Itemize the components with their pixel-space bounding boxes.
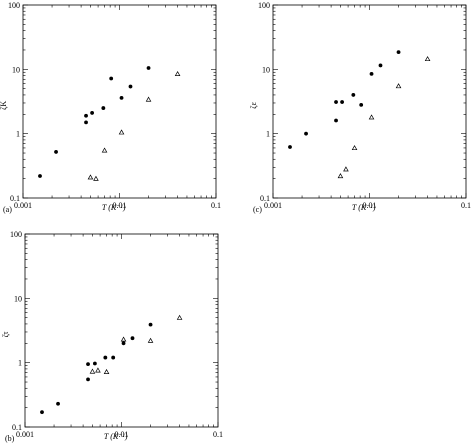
data-point-circle [86, 362, 90, 366]
data-point-triangle [343, 166, 349, 172]
data-point-triangle [337, 173, 344, 179]
data-point-circle [86, 377, 90, 382]
panel-label: (c) [253, 205, 262, 214]
data-point-circle [84, 113, 88, 118]
data-point-circle [109, 76, 114, 81]
y-tick-label: 1 [266, 130, 270, 139]
y-tick-label: 1 [16, 130, 20, 139]
data-point-triangle [145, 96, 152, 102]
data-point-triangle [395, 83, 402, 89]
data-point-circle [334, 118, 338, 123]
y-axis-label: ζτ [1, 331, 10, 338]
x-tick-label: 0.01 [113, 201, 127, 210]
data-point-triangle [103, 368, 110, 374]
y-tick-label: 100 [8, 1, 20, 10]
data-point-triangle [101, 147, 108, 153]
data-point-triangle [174, 70, 181, 76]
plot-frame [272, 4, 467, 199]
y-tick-label: 10 [14, 294, 22, 303]
data-point-circle [40, 410, 44, 415]
data-point-circle [38, 174, 42, 178]
data-point-circle [288, 145, 292, 149]
data-point-circle [90, 111, 94, 115]
y-tick-label: 10 [262, 65, 270, 74]
data-point-circle [334, 100, 338, 104]
data-point-triangle [95, 367, 101, 373]
y-tick-label: 10 [12, 65, 20, 74]
panel-label: (a) [3, 205, 12, 214]
chart-panel: 0.001 0.01 0.1 0.1 1 10 100 T (K⁻¹) ζτ (b) [1, 230, 223, 443]
y-axis-label: ζε [249, 101, 258, 108]
data-point-circle [304, 131, 308, 136]
data-point-triangle [147, 337, 154, 343]
data-point-triangle [424, 56, 431, 62]
data-point-circle [148, 322, 153, 327]
data-point-triangle [89, 368, 96, 374]
data-point-circle [101, 106, 106, 110]
y-tick-label: 100 [258, 1, 270, 10]
data-point-circle [128, 84, 133, 89]
x-axis-label: T (K⁻¹) [104, 432, 128, 441]
data-point-circle [378, 63, 383, 68]
y-tick-label: 100 [10, 230, 22, 239]
data-point-circle [111, 355, 116, 360]
data-point-triangle [368, 114, 375, 120]
data-point-circle [54, 150, 58, 154]
panel-label: (b) [5, 434, 15, 443]
data-point-circle [396, 50, 401, 55]
chart-panel: 0.001 0.01 0.1 0.1 1 10 100 T (K⁻¹) ζK (a) [0, 1, 221, 214]
data-point-circle [103, 355, 108, 360]
data-point-triangle [120, 336, 127, 342]
data-point-circle [369, 71, 374, 76]
x-tick-label: 0.01 [115, 430, 129, 439]
y-tick-label: 0.1 [12, 423, 22, 432]
data-point-circle [351, 93, 356, 97]
data-point-circle [119, 95, 124, 100]
data-point-triangle [87, 174, 94, 180]
x-tick-label: 0.001 [264, 201, 282, 210]
plot-frame [24, 233, 219, 428]
x-tick-label: 0.1 [211, 201, 221, 210]
y-tick-label: 0.1 [260, 194, 270, 203]
data-point-circle [359, 102, 364, 107]
x-tick-label: 0.001 [16, 430, 34, 439]
data-point-triangle [176, 314, 183, 320]
data-point-triangle [351, 145, 358, 151]
x-tick-label: 0.1 [213, 430, 223, 439]
x-tick-label: 0.01 [363, 201, 377, 210]
data-point-circle [130, 336, 135, 341]
data-point-triangle [118, 129, 125, 135]
data-point-circle [340, 100, 344, 104]
data-point-circle [56, 401, 60, 406]
data-point-circle [121, 341, 126, 346]
data-point-triangle [93, 175, 99, 181]
plot-frame [22, 4, 217, 199]
y-tick-label: 1 [18, 359, 22, 368]
x-tick-label: 0.001 [14, 201, 32, 210]
data-point-circle [146, 66, 151, 70]
y-axis-label: ζK [0, 101, 8, 110]
x-axis-label: T (K⁻¹) [102, 203, 126, 212]
y-tick-label: 0.1 [10, 194, 20, 203]
x-tick-label: 0.1 [461, 201, 471, 210]
data-point-circle [92, 361, 97, 366]
data-point-circle [84, 120, 88, 125]
x-axis-label: T (K⁻¹) [352, 203, 376, 212]
chart-panel: 0.001 0.01 0.1 0.1 1 10 100 T (K⁻¹) ζε (c) [249, 1, 471, 214]
